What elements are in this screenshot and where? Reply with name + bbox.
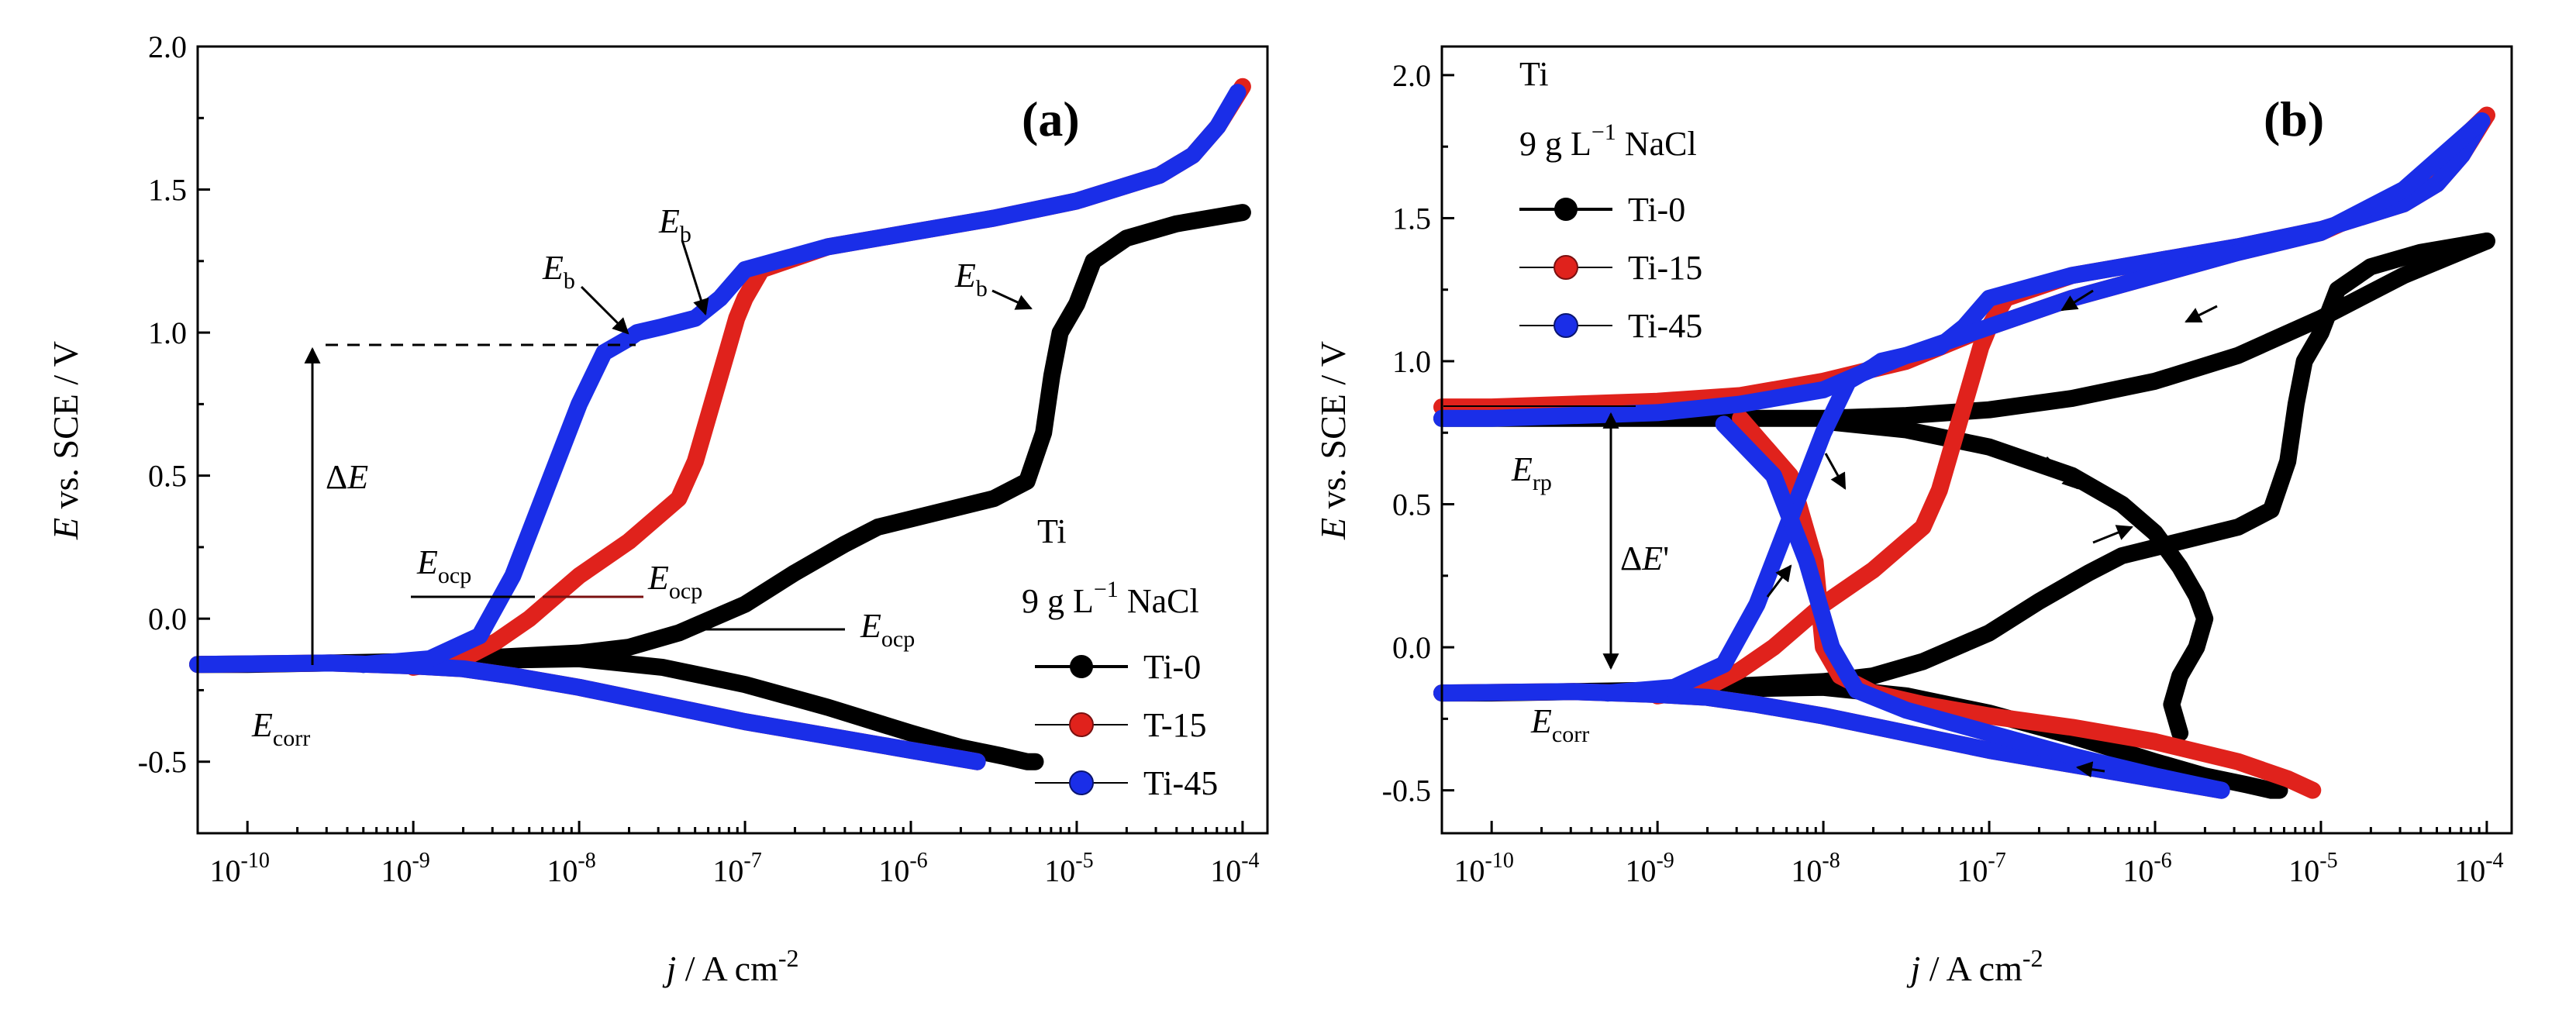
panel-a-series [189, 78, 1251, 770]
legend-entry-ti-0: Ti-0 [1035, 648, 1201, 686]
panel-b-y-tick-label: -0.5 [1382, 774, 1431, 808]
panel-a-x-tick-label: 10-6 [878, 849, 927, 888]
legend-marker-ti-45 [1069, 770, 1094, 795]
panel-a-x-tick-label: 10-10 [210, 849, 270, 888]
panel-b-x-tick-label: 10-10 [1454, 849, 1514, 888]
panel-b-x-axis-title: j / A cm-2 [1906, 944, 2043, 988]
series-line-ti-0 [355, 204, 1251, 674]
legend-entry-b-ti-45: Ti-45 [1519, 307, 1702, 345]
panel-a-eb-arrow-2 [681, 240, 709, 316]
panel-a-eb-arrow-3 [991, 289, 1033, 310]
legend-entry-ti-45: Ti-45 [1035, 764, 1218, 802]
panel-a: 10-10 10-9 10-8 10-7 10-6 10-5 10-4 -0.5 0.0 0.5 1… [46, 29, 1269, 988]
panel-b-y-tick-label: 0.0 [1392, 630, 1431, 665]
legend-label-b-ti-0: Ti-0 [1628, 191, 1685, 229]
panel-b-direction-arrow-2 [2185, 305, 2218, 323]
panel-b-legend-title: Ti [1519, 55, 1549, 93]
panel-b-series-ti-45 [1433, 112, 2491, 799]
panel-b-ticks: 10-10 10-9 10-8 10-7 10-6 10-5 10-4 -0.5 0.0 0.5 1… [1382, 58, 2504, 888]
panel-b-y-tick-label: 2.0 [1392, 58, 1431, 93]
legend-label-ti-45: Ti-45 [1143, 764, 1218, 802]
panel-b-x-tick-label: 10-9 [1625, 849, 1674, 888]
panel-a-y-tick-label: 0.0 [148, 601, 187, 636]
panel-a-eb-label-2: Eb [658, 202, 691, 247]
legend-label-t-15: T-15 [1143, 706, 1207, 744]
panel-b-direction-arrow-3 [1824, 453, 1847, 490]
panel-a-x-tick-label: 10-9 [381, 849, 429, 888]
panel-b-x-tick-label: 10-7 [1957, 849, 2005, 888]
panel-b-direction-arrow-7 [2075, 761, 2105, 778]
legend-marker-b-ti-0 [1554, 198, 1578, 221]
panel-a-x-tick-label: 10-8 [547, 849, 595, 888]
panel-b-y-tick-label: 0.5 [1392, 488, 1431, 522]
panel-b-ecorr-label: Ecorr [1530, 702, 1589, 747]
panel-a-y-tick-label: -0.5 [138, 745, 187, 780]
panel-b-x-tick-label: 10-5 [2288, 849, 2337, 888]
panel-a-y-tick-label: 1.5 [148, 173, 187, 208]
panel-b-x-tick-label: 10-4 [2454, 849, 2503, 888]
panel-b-y-tick-label: 1.5 [1392, 201, 1431, 236]
series-line-ti-45 [355, 84, 1247, 674]
panel-a-eocp-label-3: Eocp [860, 607, 915, 652]
series-line-ti-0 [1815, 412, 2214, 742]
panel-a-legend-title: Ti [1037, 512, 1067, 550]
panel-a-delta-e-label: ΔE [326, 458, 368, 496]
panel-a-series-ti-45 [189, 84, 1247, 770]
panel-b-label: (b) [2264, 91, 2324, 146]
panel-b-direction-arrow-6 [2092, 525, 2133, 544]
panel-b-y-axis-title: E vs. SCE / V [1313, 341, 1353, 540]
panel-b-x-tick-label: 10-6 [2123, 849, 2171, 888]
panel-a-ticks: 10-10 10-9 10-8 10-7 10-6 10-5 10-4 -0.5 0.0 0.5 1… [138, 29, 1260, 888]
panel-a-x-tick-label: 10-5 [1044, 849, 1093, 888]
legend-entry-t-15: T-15 [1035, 706, 1207, 744]
panel-b-direction-arrow-5 [2045, 456, 2079, 490]
panel-a-eb-arrow-1 [580, 285, 629, 335]
panel-a-ecorr-label: Ecorr [251, 706, 310, 751]
panel-a-plot-frame [196, 45, 1269, 835]
series-line-ti-45 [1433, 112, 2491, 427]
panel-b-direction-arrow-4 [1766, 564, 1792, 598]
legend-label-b-ti-45: Ti-45 [1628, 307, 1702, 345]
panel-b-x-tick-label: 10-8 [1791, 849, 1840, 888]
panel-b-series [1433, 106, 2495, 799]
legend-marker-t-15 [1069, 712, 1094, 737]
panel-b-delta-e-label: ΔE' [1620, 539, 1669, 577]
series-line-ti-15 [1433, 106, 2495, 416]
panel-a-y-tick-label: 1.0 [148, 315, 187, 350]
legend-marker-ti-0 [1070, 655, 1093, 678]
panel-a-y-tick-label: 2.0 [148, 29, 187, 64]
panel-a-label: (a) [1022, 91, 1080, 146]
panel-b: 10-10 10-9 10-8 10-7 10-6 10-5 10-4 -0.5 0.0 0.5 1… [1313, 45, 2513, 988]
panel-a-eocp-label-2: Eocp [647, 559, 702, 604]
panel-b-y-tick-label: 1.0 [1392, 344, 1431, 379]
panel-a-x-tick-label: 10-7 [712, 849, 761, 888]
panel-a-eocp-label-1: Eocp [416, 543, 471, 588]
series-line-ti-45 [1715, 415, 2230, 799]
legend-marker-b-ti-45 [1554, 313, 1578, 338]
panel-a-y-tick-label: 0.5 [148, 459, 187, 494]
panel-b-legend-subtitle: 9 g L−1 NaCl [1519, 119, 1697, 163]
legend-entry-b-ti-0: Ti-0 [1519, 191, 1685, 229]
legend-label-b-ti-15: Ti-15 [1628, 249, 1702, 287]
panel-a-x-axis-title: j / A cm-2 [662, 944, 798, 988]
panel-a-legend-subtitle: 9 g L−1 NaCl [1022, 577, 1199, 620]
legend-marker-b-ti-15 [1554, 255, 1578, 280]
legend-label-ti-0: Ti-0 [1143, 648, 1201, 686]
panel-b-plot-frame [1440, 45, 2513, 835]
panel-a-eb-label-1: Eb [542, 249, 575, 294]
panel-b-erp-label: Erp [1511, 450, 1552, 495]
panel-a-eb-label-3: Eb [954, 257, 988, 302]
legend-entry-b-ti-15: Ti-15 [1519, 249, 1702, 287]
panel-a-y-axis-title: E vs. SCE / V [46, 341, 85, 540]
panel-a-x-tick-label: 10-4 [1210, 849, 1259, 888]
panel-b-direction-arrow-1 [2060, 289, 2094, 312]
